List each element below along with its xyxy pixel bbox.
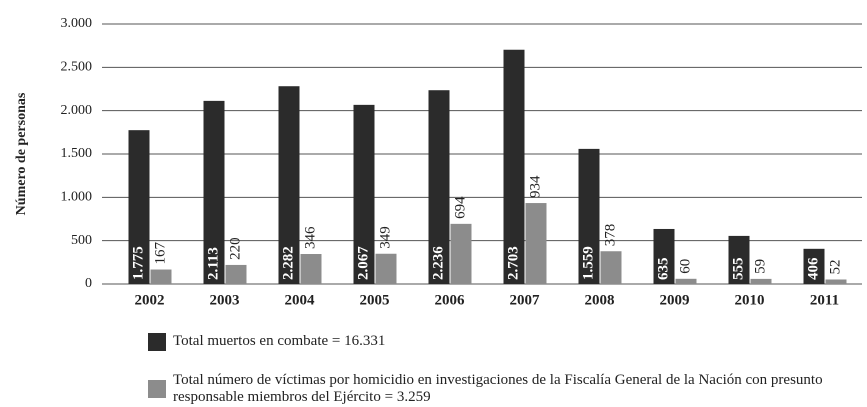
legend-swatch — [148, 333, 166, 351]
legend-item: Total número de víctimas por homicidio e… — [148, 372, 863, 406]
bar — [503, 49, 525, 284]
bar — [825, 279, 847, 284]
data-label: 60 — [677, 259, 693, 274]
data-label: 2.282 — [280, 246, 296, 280]
x-tick-label: 2011 — [810, 292, 839, 308]
y-tick-label: 2.500 — [61, 60, 93, 75]
data-label: 406 — [805, 257, 821, 280]
chart: Número de personas 0 500 1.000 1.500 2.000 2.… — [14, 16, 862, 308]
bar — [675, 278, 697, 284]
data-label: 1.775 — [130, 246, 146, 280]
bar — [653, 228, 675, 284]
data-label: 52 — [827, 259, 843, 274]
x-tick-label: 2004 — [285, 292, 316, 308]
bar — [728, 235, 750, 284]
y-axis-label: Número de personas — [14, 92, 29, 215]
legend-swatch — [148, 380, 166, 398]
x-tick-label: 2008 — [585, 292, 615, 308]
bar — [750, 278, 772, 284]
y-tick-label: 3.000 — [61, 16, 93, 31]
data-label: 635 — [655, 258, 671, 281]
x-tick-label: 2010 — [735, 292, 765, 308]
bar — [128, 130, 150, 284]
data-label: 555 — [730, 258, 746, 281]
bar — [203, 100, 225, 284]
bar — [450, 223, 472, 284]
data-label: 2.236 — [430, 246, 446, 280]
data-label: 2.067 — [355, 246, 371, 280]
x-tick-label: 2002 — [135, 292, 165, 308]
bar — [525, 203, 547, 284]
data-label: 346 — [302, 226, 318, 249]
legend-label: Total número de víctimas por homicidio e… — [173, 372, 823, 405]
bar — [578, 148, 600, 284]
x-tick-label: 2003 — [210, 292, 240, 308]
data-label: 694 — [452, 196, 468, 219]
bar — [300, 254, 322, 284]
legend-label: Total muertos en combate = 16.331 — [173, 333, 386, 349]
data-label: 2.703 — [505, 246, 521, 280]
bar — [278, 86, 300, 284]
data-label: 2.113 — [205, 247, 221, 280]
data-label: 349 — [377, 226, 393, 249]
bar — [428, 90, 450, 284]
x-tick-label: 2009 — [660, 292, 690, 308]
x-tick-label: 2005 — [360, 292, 390, 308]
y-tick-label: 1.000 — [61, 190, 93, 205]
x-tick-label: 2007 — [510, 292, 541, 308]
bar — [150, 269, 172, 284]
bar — [803, 248, 825, 284]
x-tick-label: 2006 — [435, 292, 466, 308]
data-label: 59 — [752, 259, 768, 274]
legend-item: Total muertos en combate = 16.331 — [148, 333, 385, 351]
y-tick-label: 2.000 — [61, 103, 93, 118]
data-label: 167 — [152, 242, 168, 265]
y-tick-label: 500 — [71, 233, 92, 248]
bar — [600, 251, 622, 284]
bar — [353, 104, 375, 284]
y-tick-label: 1.500 — [61, 146, 93, 161]
data-label: 934 — [527, 175, 543, 198]
data-label: 220 — [227, 237, 243, 260]
bar — [225, 264, 247, 284]
bar — [375, 253, 397, 284]
data-label: 378 — [602, 224, 618, 247]
y-tick-label: 0 — [85, 276, 92, 291]
data-label: 1.559 — [580, 246, 596, 280]
